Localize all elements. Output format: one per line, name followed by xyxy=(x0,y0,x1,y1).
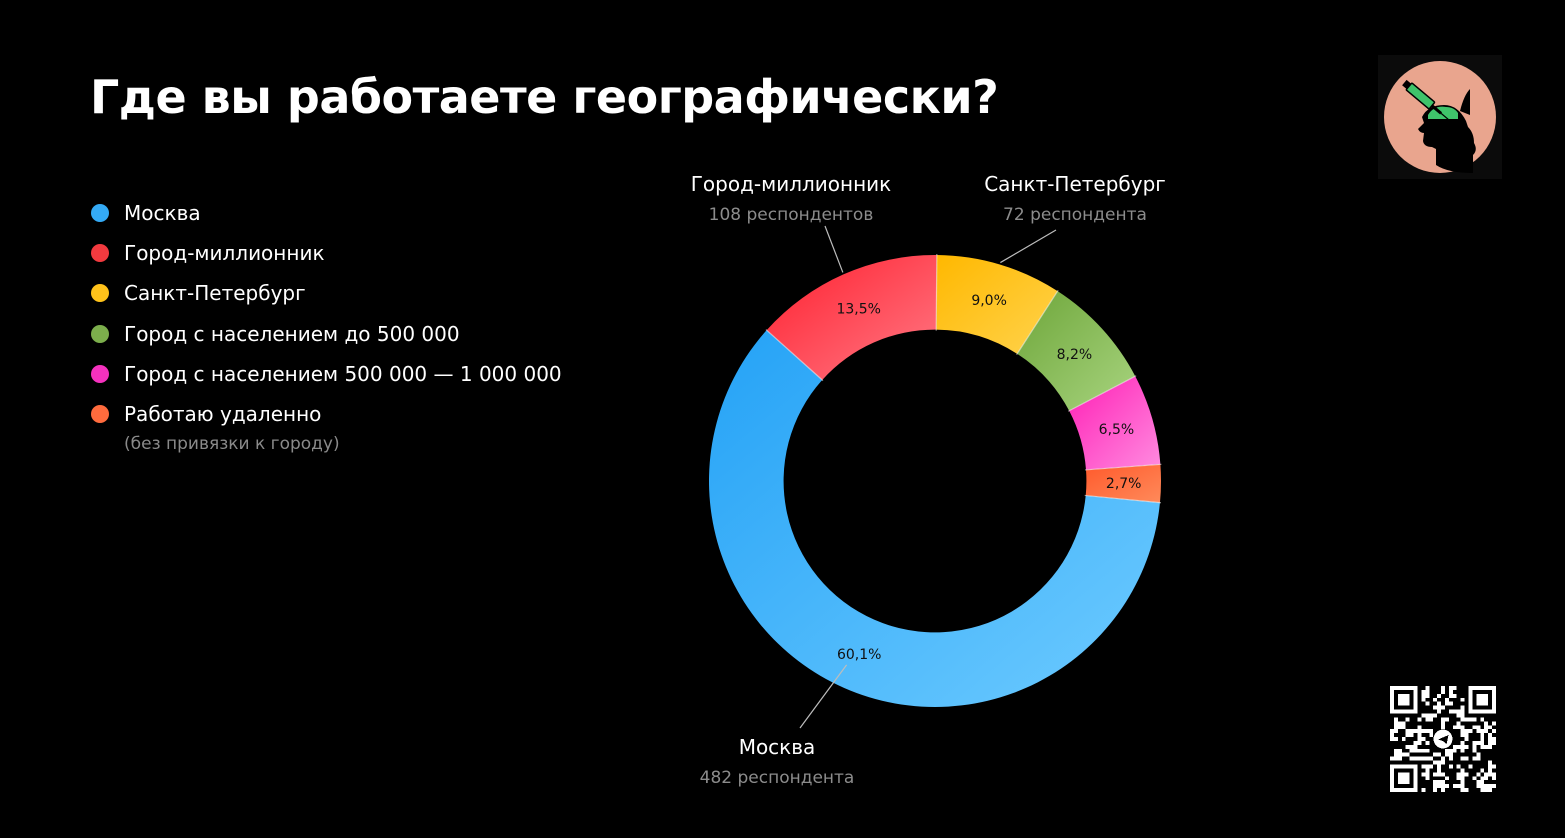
legend-dot-icon xyxy=(91,284,109,303)
leader-line-москва xyxy=(799,664,848,729)
slice-separator xyxy=(935,254,938,331)
slice-separator xyxy=(1016,289,1059,355)
page-title: Где вы работаете географически? xyxy=(90,70,999,124)
callout-name-город-миллионник: Город-миллионник xyxy=(691,172,892,196)
callout-name-санкт-петербург: Санкт-Петербург xyxy=(984,172,1166,196)
legend-label: Работаю удаленно xyxy=(124,401,322,426)
legend-label: Город с населением до 500 000 xyxy=(124,321,460,346)
percent-label-москва: 60,1% xyxy=(837,647,881,663)
slice-separator xyxy=(1068,375,1137,412)
slice-город-миллионник xyxy=(766,255,937,380)
slice-город-с-населением-500-000-1-000-000 xyxy=(1069,376,1161,470)
percent-label-город-с-населением-до-500-000: 8,2% xyxy=(1057,347,1093,363)
legend-label: Москва xyxy=(124,201,201,225)
callout-leader-lines xyxy=(799,225,1057,729)
slice-separator xyxy=(1084,494,1162,504)
slice-separator xyxy=(1084,463,1162,471)
callout-name-москва: Москва xyxy=(739,735,816,759)
leader-line-город-миллионник xyxy=(824,225,844,273)
slice-санкт-петербург xyxy=(936,255,1058,354)
legend-sublabel: (без привязки к городу) xyxy=(124,433,340,454)
callout-count-санкт-петербург: 72 респондента xyxy=(1003,205,1147,225)
callout-count-москва: 482 респондента xyxy=(700,768,855,788)
brain-syringe-logo-icon xyxy=(1378,55,1502,179)
leader-line-санкт-петербург xyxy=(1000,229,1057,264)
legend-label: Город-миллионник xyxy=(124,241,325,266)
legend-label: Город с населением 500 000 — 1 000 000 xyxy=(124,361,562,386)
percent-label-город-с-населением-500-000-1-000-000: 6,5% xyxy=(1099,422,1135,438)
slice-callouts: Город-миллионник 108 респондентов Санкт-Пе… xyxy=(691,172,1166,788)
slice-работаю-удаленно xyxy=(1085,464,1161,503)
legend-dot-icon xyxy=(91,404,109,423)
donut-slices xyxy=(709,254,1162,707)
slice-separator xyxy=(765,329,824,382)
legend-dot-icon xyxy=(91,324,109,343)
slice-город-с-населением-до-500-000 xyxy=(1017,291,1136,411)
telegram-qr-code-icon xyxy=(1390,686,1496,792)
callout-count-город-миллионник: 108 респондентов xyxy=(709,205,874,225)
slice-percent-labels: 60,1% 13,5% 9,0% 8,2% 6,5% 2,7% xyxy=(836,293,1141,663)
percent-label-работаю-удаленно: 2,7% xyxy=(1106,476,1142,492)
legend-label: Санкт-Петербург xyxy=(124,281,306,306)
percent-label-город-миллионник: 13,5% xyxy=(836,301,880,317)
legend-dot-icon xyxy=(91,244,109,263)
legend-dot-icon xyxy=(91,364,109,383)
legend-dot-icon xyxy=(91,204,109,222)
slice-москва xyxy=(709,330,1160,707)
percent-label-санкт-петербург: 9,0% xyxy=(971,293,1007,309)
